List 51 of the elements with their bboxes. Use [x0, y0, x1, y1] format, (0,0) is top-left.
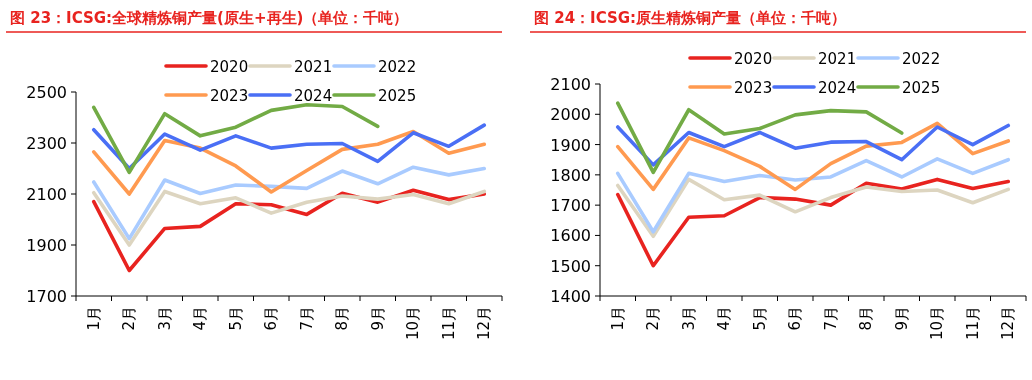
- y-tick-label: 1600: [550, 226, 591, 246]
- y-tick-label: 2000: [550, 105, 591, 125]
- x-tick-label: 9月: [892, 306, 911, 331]
- y-tick-label: 1700: [550, 196, 591, 216]
- x-tick-label: 10月: [404, 306, 423, 341]
- x-tick-label: 6月: [786, 306, 805, 331]
- legend-label: 2022: [902, 49, 941, 68]
- y-tick-label: 2300: [26, 134, 67, 153]
- y-tick-label: 2100: [550, 75, 591, 94]
- x-tick-label: 12月: [999, 306, 1018, 341]
- legend-label: 2025: [378, 86, 417, 105]
- legend-label: 2020: [210, 57, 249, 76]
- x-tick-label: 3月: [679, 306, 698, 331]
- x-tick-label: 4月: [715, 306, 734, 331]
- x-tick-label: 5月: [750, 306, 769, 331]
- x-tick-label: 9月: [368, 306, 387, 331]
- chart-title: 图 23：ICSG:全球精炼铜产量(原生+再生)（单位：千吨）: [10, 9, 409, 27]
- x-tick-label: 4月: [191, 306, 210, 331]
- x-tick-label: 8月: [857, 306, 876, 331]
- x-tick-label: 2月: [120, 306, 139, 331]
- x-tick-label: 10月: [928, 306, 947, 341]
- x-tick-label: 5月: [226, 306, 245, 331]
- legend-label: 2021: [294, 57, 333, 76]
- x-tick-label: 8月: [333, 306, 352, 331]
- x-tick-label: 1月: [608, 306, 627, 331]
- y-tick-label: 1700: [26, 287, 67, 306]
- legend-label: 2023: [210, 86, 249, 105]
- y-tick-label: 1400: [550, 287, 591, 306]
- y-tick-label: 2500: [26, 83, 67, 102]
- x-tick-label: 7月: [821, 306, 840, 331]
- x-tick-label: 6月: [262, 306, 281, 331]
- x-tick-label: 11月: [963, 306, 982, 341]
- legend-label: 2025: [902, 78, 941, 97]
- y-tick-label: 2100: [26, 185, 67, 204]
- y-tick-label: 1900: [26, 236, 67, 255]
- chart-title: 图 24：ICSG:原生精炼铜产量（单位：千吨）: [534, 9, 847, 27]
- x-tick-label: 12月: [475, 306, 494, 341]
- legend-label: 2020: [734, 49, 773, 68]
- y-tick-label: 1800: [550, 165, 591, 185]
- y-tick-label: 1900: [550, 135, 591, 155]
- x-tick-label: 3月: [155, 306, 174, 331]
- legend-label: 2024: [294, 86, 333, 105]
- legend-label: 2023: [734, 78, 773, 97]
- y-tick-label: 1500: [550, 256, 591, 276]
- legend-label: 2021: [818, 49, 857, 68]
- x-tick-label: 2月: [644, 306, 663, 331]
- legend-label: 2022: [378, 57, 417, 76]
- x-tick-label: 7月: [297, 306, 316, 331]
- x-tick-label: 1月: [84, 306, 103, 331]
- x-tick-label: 11月: [439, 306, 458, 341]
- legend-label: 2024: [818, 78, 857, 97]
